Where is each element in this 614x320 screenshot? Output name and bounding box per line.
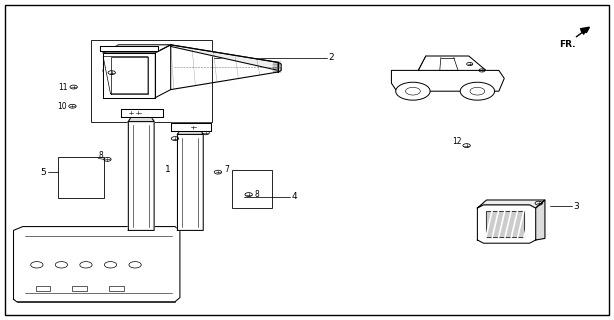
Polygon shape xyxy=(478,200,545,208)
Polygon shape xyxy=(171,45,278,70)
Bar xyxy=(232,170,272,208)
Polygon shape xyxy=(278,62,281,72)
Text: 1: 1 xyxy=(165,165,170,174)
Polygon shape xyxy=(171,123,211,131)
Polygon shape xyxy=(580,27,589,33)
Text: 3: 3 xyxy=(573,202,579,211)
Polygon shape xyxy=(14,227,180,302)
Text: 8: 8 xyxy=(255,190,260,199)
Bar xyxy=(91,40,212,122)
Text: 7: 7 xyxy=(224,165,229,174)
Text: 12: 12 xyxy=(453,137,462,146)
Text: 2: 2 xyxy=(328,53,334,62)
Polygon shape xyxy=(177,128,203,134)
Polygon shape xyxy=(486,211,524,237)
Circle shape xyxy=(395,82,430,100)
Text: 8: 8 xyxy=(98,151,103,160)
Polygon shape xyxy=(128,114,154,230)
Polygon shape xyxy=(100,46,158,51)
Polygon shape xyxy=(103,53,155,98)
Polygon shape xyxy=(155,45,171,98)
Polygon shape xyxy=(478,205,535,243)
Bar xyxy=(58,157,104,198)
Text: 6: 6 xyxy=(183,134,188,143)
Bar xyxy=(36,286,50,291)
Text: 9: 9 xyxy=(102,68,107,77)
Polygon shape xyxy=(177,128,203,230)
Circle shape xyxy=(460,82,495,100)
Bar xyxy=(72,286,87,291)
Text: 4: 4 xyxy=(292,192,297,201)
Text: 11: 11 xyxy=(58,83,68,92)
Polygon shape xyxy=(392,70,504,91)
Bar xyxy=(109,286,124,291)
Polygon shape xyxy=(418,56,486,70)
Polygon shape xyxy=(535,200,545,240)
Text: 5: 5 xyxy=(41,168,46,177)
Text: FR.: FR. xyxy=(559,40,575,49)
Text: 10: 10 xyxy=(57,102,67,111)
Polygon shape xyxy=(121,109,163,117)
Text: 7: 7 xyxy=(120,111,125,120)
Polygon shape xyxy=(103,45,171,53)
Polygon shape xyxy=(128,114,154,122)
